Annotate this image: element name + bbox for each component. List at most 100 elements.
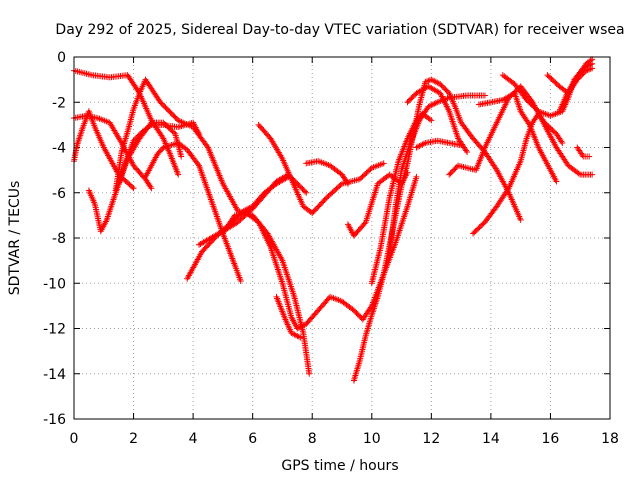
data-point-marker — [169, 128, 176, 135]
data-point-marker — [409, 94, 416, 101]
data-point-marker — [203, 143, 210, 150]
data-point-marker — [297, 334, 304, 341]
data-point-marker — [248, 206, 255, 213]
data-point-marker — [549, 127, 556, 134]
data-point-marker — [552, 79, 559, 86]
x-axis-label: GPS time / hours — [281, 458, 398, 474]
data-point-marker — [541, 119, 548, 126]
data-point-marker — [130, 185, 137, 192]
data-point-marker — [464, 149, 471, 156]
series-arc-17 — [386, 92, 488, 255]
x-tick-label: 0 — [70, 431, 79, 447]
data-point-marker — [133, 135, 140, 142]
data-point-marker — [426, 116, 433, 123]
data-point-marker — [530, 103, 537, 110]
data-point-marker — [428, 117, 435, 124]
data-point-marker — [584, 67, 591, 74]
data-point-marker — [359, 173, 366, 180]
data-point-marker — [165, 107, 172, 114]
data-point-marker — [404, 99, 411, 106]
grid-lines — [74, 57, 610, 419]
data-point-marker — [361, 220, 368, 227]
data-point-marker — [544, 72, 551, 79]
data-point-marker — [475, 225, 482, 232]
data-point-marker — [344, 180, 351, 187]
data-point-marker — [481, 92, 488, 99]
plot-frame — [73, 56, 611, 420]
data-point-marker — [360, 172, 367, 179]
data-point-marker — [545, 73, 552, 80]
y-axis-label: SDTVAR / TECUs — [7, 181, 23, 296]
data-point-marker — [380, 160, 387, 167]
data-point-marker — [358, 174, 365, 181]
data-point-marker — [423, 78, 430, 85]
data-point-marker — [420, 140, 427, 147]
data-point-marker — [542, 120, 549, 127]
data-point-marker — [477, 222, 484, 229]
x-axis-ticks: 0 2 4 6 8 10 12 14 16 18 — [70, 57, 619, 447]
data-point-marker — [551, 78, 558, 85]
y-tick-label: -10 — [43, 276, 66, 292]
data-series — [71, 56, 596, 384]
y-tick-label: -8 — [52, 231, 66, 247]
y-tick-label: -4 — [52, 141, 66, 157]
data-point-marker — [135, 132, 142, 139]
data-point-marker — [161, 103, 168, 110]
series-arc-19 — [413, 137, 465, 151]
data-point-marker — [479, 221, 486, 228]
data-point-marker — [458, 142, 465, 149]
data-point-marker — [295, 333, 302, 340]
data-point-marker — [452, 165, 459, 172]
data-point-marker — [442, 86, 449, 93]
data-point-marker — [196, 130, 203, 137]
data-point-marker — [589, 65, 596, 72]
data-point-marker — [166, 108, 173, 115]
y-axis-ticks: 0 -2 -4 -6 -8 -10 -12 -14 -16 — [43, 50, 610, 428]
data-point-marker — [367, 166, 374, 173]
x-tick-label: 18 — [601, 431, 619, 447]
data-point-marker — [356, 176, 363, 183]
data-point-marker — [350, 307, 357, 314]
data-point-marker — [171, 113, 178, 120]
data-point-marker — [553, 178, 560, 185]
data-point-marker — [172, 114, 179, 121]
data-point-marker — [548, 75, 555, 82]
data-point-marker — [182, 145, 189, 152]
data-point-marker — [167, 109, 174, 116]
data-point-marker — [550, 128, 557, 135]
data-point-marker — [531, 104, 538, 111]
data-point-marker — [352, 308, 359, 315]
y-tick-label: -14 — [43, 367, 66, 383]
series-arc-9 — [196, 171, 310, 248]
data-point-marker — [295, 181, 302, 188]
data-point-marker — [517, 216, 524, 223]
data-point-marker — [586, 66, 593, 73]
data-point-marker — [134, 133, 141, 140]
data-point-marker — [237, 277, 244, 284]
data-point-marker — [524, 98, 531, 105]
data-point-marker — [296, 183, 303, 190]
x-tick-label: 8 — [308, 431, 317, 447]
data-point-marker — [131, 136, 138, 143]
data-point-marker — [510, 80, 517, 87]
data-point-marker — [526, 99, 533, 106]
series-arc-22 — [475, 90, 560, 185]
data-point-marker — [544, 122, 551, 129]
data-point-marker — [450, 167, 457, 174]
y-tick-label: -12 — [43, 322, 66, 338]
data-point-marker — [587, 65, 594, 72]
data-point-marker — [170, 112, 177, 119]
x-tick-label: 12 — [422, 431, 440, 447]
series-arc-26 — [574, 144, 593, 160]
data-point-marker — [146, 123, 153, 130]
series-arc-7 — [142, 139, 244, 284]
data-point-marker — [166, 125, 173, 132]
series-arc-25 — [556, 56, 596, 115]
data-point-marker — [162, 104, 169, 111]
data-point-marker — [194, 161, 201, 168]
data-point-marker — [163, 105, 170, 112]
data-point-marker — [148, 185, 155, 192]
data-point-marker — [472, 227, 479, 234]
